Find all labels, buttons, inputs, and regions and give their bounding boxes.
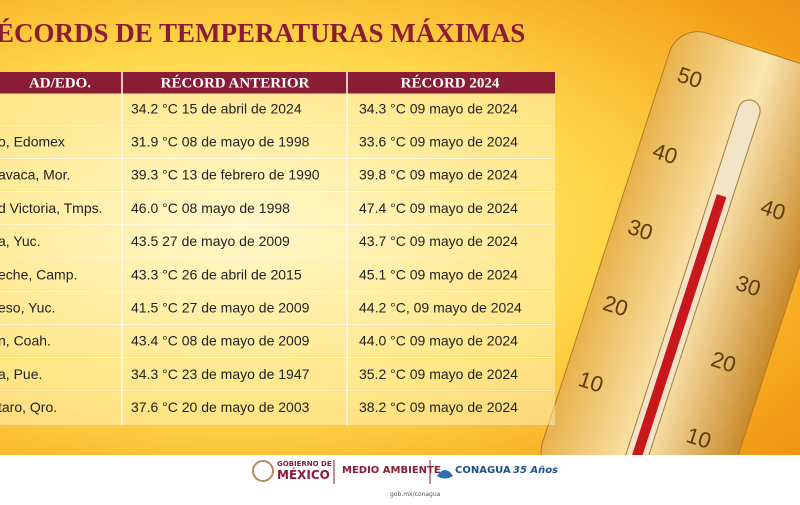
logo-icon xyxy=(252,460,274,482)
footer-url: gob.mx/conagua xyxy=(390,491,441,498)
footer-text: GOBIERNO DE xyxy=(277,460,332,468)
table-cell: 47.4 °C 09 mayo de 2024 xyxy=(359,200,518,216)
table-cell: 43.3 °C 26 de abril de 2015 xyxy=(131,266,302,282)
table-cell: 39.8 °C 09 mayo de 2024 xyxy=(359,167,518,183)
row-background xyxy=(0,192,555,224)
table-cell: 44.2 °C, 09 mayo de 2024 xyxy=(359,300,522,316)
table-cell: d Victoria, Tmps. xyxy=(0,200,103,216)
row-background xyxy=(0,259,555,291)
table-cell: 44.0 °C 09 mayo de 2024 xyxy=(359,333,518,349)
row-background xyxy=(0,325,555,357)
header-cell: AD/EDO. xyxy=(29,75,91,91)
table-cell: 35.2 °C 09 mayo de 2024 xyxy=(359,366,518,382)
row-background xyxy=(0,292,555,324)
table-cell: a, Pue. xyxy=(0,366,42,382)
footer-text: MEDIO AMBIENTE xyxy=(342,465,441,476)
table-cell: 39.3 °C 13 de febrero de 1990 xyxy=(131,167,320,183)
row-background xyxy=(0,159,555,191)
table-cell: 43.4 °C 08 de mayo de 2009 xyxy=(131,333,310,349)
row-background xyxy=(0,93,555,125)
row-background xyxy=(0,358,555,390)
row-background xyxy=(0,391,555,423)
table-cell: eso, Yuc. xyxy=(0,300,55,316)
table-cell: avaca, Mor. xyxy=(0,167,70,183)
table-cell: 31.9 °C 08 de mayo de 1998 xyxy=(131,134,310,150)
table-cell: 34.3 °C 09 mayo de 2024 xyxy=(359,100,518,116)
table-cell: n, Coah. xyxy=(0,333,51,349)
header-band xyxy=(0,72,555,94)
table-cell: 43.7 °C 09 mayo de 2024 xyxy=(359,233,518,249)
table-cell: 34.2 °C 15 de abril de 2024 xyxy=(131,100,302,116)
footer-text: CONAGUA xyxy=(455,465,511,476)
table-cell: 43.5 27 de mayo de 2009 xyxy=(131,233,290,249)
table-cell: 46.0 °C 08 mayo de 1998 xyxy=(131,200,290,216)
table-cell: 37.6 °C 20 de mayo de 2003 xyxy=(131,399,310,415)
thermometer-body xyxy=(540,31,800,505)
table-cell: o, Edomex xyxy=(0,134,65,150)
table-cell: 38.2 °C 09 mayo de 2024 xyxy=(359,399,518,415)
header-cell: RÉCORD ANTERIOR xyxy=(161,74,310,91)
footer xyxy=(0,455,800,505)
mercury xyxy=(617,194,727,502)
table-cell: 41.5 °C 27 de mayo de 2009 xyxy=(131,300,310,316)
title: ÉCORDS DE TEMPERATURAS MÁXIMAS xyxy=(0,18,525,48)
table-cell: eche, Camp. xyxy=(0,266,77,282)
thermometer: 50 40 30 20 10 5 40 30 20 10 xyxy=(540,31,800,505)
table-cell: a, Yuc. xyxy=(0,233,41,249)
footer-text: 35 Años xyxy=(513,465,558,476)
table-cell: taro, Qro. xyxy=(0,399,57,415)
row-background xyxy=(0,126,555,158)
row-background xyxy=(0,225,555,257)
table-cell: 33.6 °C 09 mayo de 2024 xyxy=(359,134,518,150)
table-cell: 34.3 °C 23 de mayo de 1947 xyxy=(131,366,310,382)
footer-text: MÉXICO xyxy=(277,467,330,482)
logo-icon xyxy=(437,470,453,479)
header-cell: RÉCORD 2024 xyxy=(401,74,500,91)
table-cell: 45.1 °C 09 mayo de 2024 xyxy=(359,266,518,282)
